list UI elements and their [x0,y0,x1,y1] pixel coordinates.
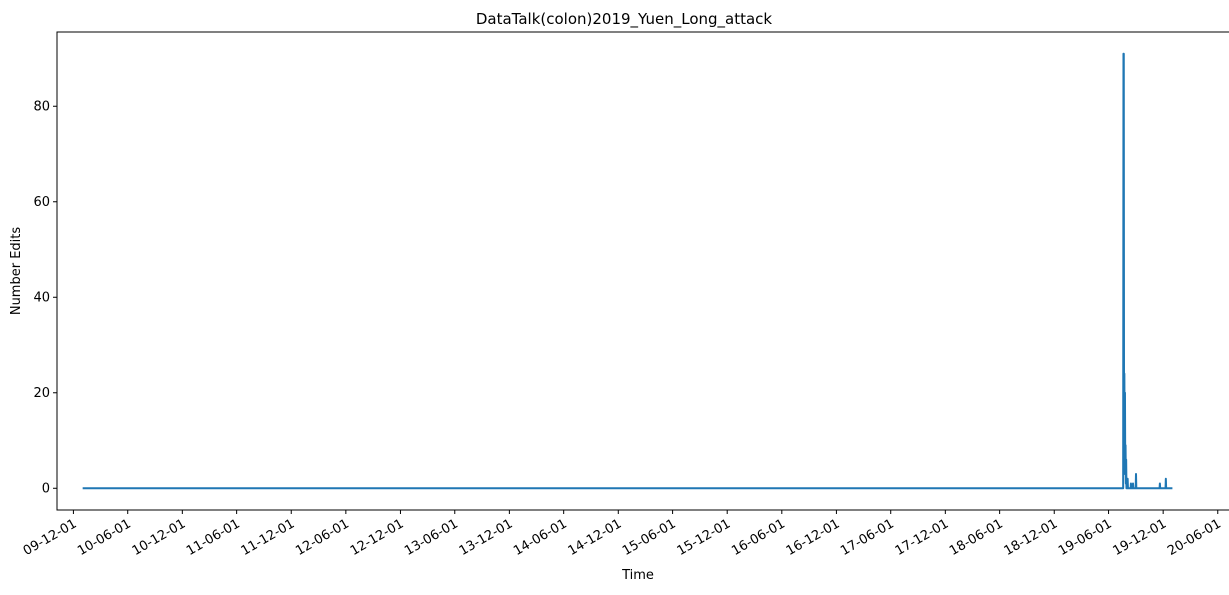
x-tick-label: 10-12-01 [130,516,189,558]
y-tick-label: 80 [33,99,50,114]
x-tick-label: 13-06-01 [402,516,461,558]
y-tick-label: 60 [33,195,50,210]
x-tick-label: 11-06-01 [184,516,243,558]
x-tick-label: 14-06-01 [511,516,570,558]
x-tick-label: 19-06-01 [1056,516,1115,558]
x-axis: 09-12-0110-06-0110-12-0111-06-0111-12-01… [21,510,1224,559]
y-axis-label: Number Edits [9,227,24,316]
x-tick-label: 20-06-01 [1165,516,1224,558]
x-tick-label: 17-12-01 [893,516,952,558]
y-tick-label: 20 [33,386,50,401]
chart-title: DataTalk(colon)2019_Yuen_Long_attack [476,10,773,29]
series-layer [82,52,1173,490]
x-tick-label: 19-12-01 [1111,516,1170,558]
x-tick-label: 15-06-01 [620,516,679,558]
x-tick-label: 09-12-01 [21,516,80,558]
x-tick-label: 18-06-01 [947,516,1006,558]
x-tick-label: 16-12-01 [784,516,843,558]
x-tick-label: 18-12-01 [1002,516,1061,558]
x-tick-label: 14-12-01 [566,516,625,558]
y-tick-label: 40 [33,290,50,305]
series-line [82,52,1173,490]
plot-area [56,31,1229,511]
x-tick-label: 11-12-01 [239,516,298,558]
x-tick-label: 10-06-01 [75,516,134,558]
x-tick-label: 17-06-01 [838,516,897,558]
x-tick-label: 13-12-01 [457,516,516,558]
x-tick-label: 16-06-01 [729,516,788,558]
y-tick-label: 0 [42,481,50,496]
y-axis: 0 20 40 60 80 [33,99,57,496]
x-tick-label: 12-06-01 [293,516,352,558]
x-axis-label: Time [621,568,654,583]
x-tick-label: 12-12-01 [348,516,407,558]
x-tick-label: 15-12-01 [675,516,734,558]
